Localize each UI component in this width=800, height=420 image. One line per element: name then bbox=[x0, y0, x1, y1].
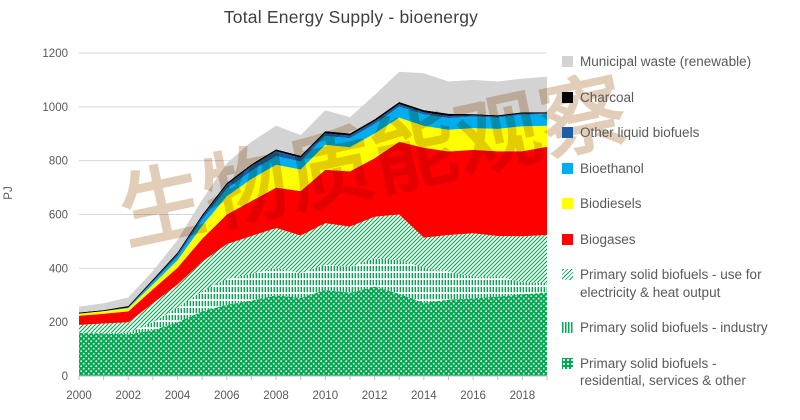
y-tick-label-1000: 1000 bbox=[42, 102, 68, 114]
legend-label: Other liquid biofuels bbox=[580, 125, 700, 140]
x-tick-label-2010: 2010 bbox=[313, 390, 339, 402]
legend-swatch-primary-solid-biofuels-use-for-electricity-heat-output bbox=[562, 269, 573, 280]
area-primary-solid-biofuels-residential-services-other bbox=[79, 286, 547, 376]
y-tick-label-600: 600 bbox=[49, 210, 68, 222]
x-tick-label-2012: 2012 bbox=[362, 390, 388, 402]
y-tick-label-200: 200 bbox=[49, 317, 68, 329]
legend-label: Municipal waste (renewable) bbox=[580, 54, 752, 69]
x-tick-label-2008: 2008 bbox=[263, 390, 289, 402]
legend-item-other-liquid-biofuels: Other liquid biofuels bbox=[562, 124, 798, 142]
x-tick-label-2016: 2016 bbox=[460, 390, 486, 402]
x-axis-tick-labels: 2000 2002 2004 2006 2008 2010 2012 2014 2016 2018 bbox=[66, 390, 535, 402]
chart-legend: Municipal waste (renewable) Charcoal Other… bbox=[562, 53, 798, 390]
area-primary-solid-biofuels-industry bbox=[79, 258, 547, 335]
area-other-liquid-biofuels bbox=[79, 104, 547, 314]
y-tick-label-0: 0 bbox=[62, 371, 68, 383]
legend-label: Charcoal bbox=[580, 89, 635, 105]
legend-item-biogases: Biogases bbox=[562, 231, 798, 249]
axes bbox=[78, 375, 548, 380]
y-tick-label-400: 400 bbox=[49, 263, 68, 275]
legend-swatch-municipal-waste-renewable bbox=[562, 56, 573, 67]
legend-swatch-biogases bbox=[562, 233, 573, 245]
legend-item-charcoal: Charcoal bbox=[562, 89, 798, 107]
legend-item-primary-solid-biofuels-industry: Primary solid biofuels - industry bbox=[562, 319, 798, 337]
y-tick-label-1200: 1200 bbox=[42, 48, 68, 60]
legend-swatch-primary-solid-biofuels-industry bbox=[562, 322, 573, 333]
legend-swatch-other-liquid-biofuels bbox=[562, 127, 573, 138]
chart-areas bbox=[79, 71, 547, 376]
x-tick-label-2006: 2006 bbox=[214, 390, 240, 402]
area-biodiesels bbox=[79, 117, 547, 316]
chart-title: Total Energy Supply - bioenergy bbox=[223, 7, 479, 27]
legend-swatch-bioethanol bbox=[562, 162, 573, 174]
legend-item-bioethanol: Bioethanol bbox=[562, 160, 798, 178]
x-tick-label-2002: 2002 bbox=[115, 390, 141, 402]
area-biogases bbox=[79, 141, 547, 325]
legend-label: Biodiesels bbox=[580, 196, 642, 211]
legend-label: Primary solid biofuels - industry bbox=[580, 320, 768, 335]
y-axis-tick-labels: 0 200 400 600 800 1000 1200 bbox=[42, 48, 68, 383]
y-axis-title: PJ bbox=[3, 186, 15, 199]
y-tick-label-800: 800 bbox=[49, 156, 68, 168]
legend-item-municipal-waste-renewable: Municipal waste (renewable) bbox=[562, 53, 798, 71]
area-charcoal bbox=[79, 102, 547, 314]
legend-swatch-biodiesels bbox=[562, 198, 573, 209]
area-primary-solid-biofuels-use-for-electricity-heat-output bbox=[79, 214, 547, 333]
legend-swatch-primary-solid-biofuels-residential-services-other bbox=[562, 357, 573, 369]
legend-label: Primary solid biofuels - residential, se… bbox=[580, 355, 746, 389]
x-tick-label-2014: 2014 bbox=[411, 390, 437, 402]
area-municipal-waste-renewable bbox=[79, 71, 547, 313]
legend-item-biodiesels: Biodiesels bbox=[562, 195, 798, 213]
x-tick-label-2018: 2018 bbox=[510, 390, 536, 402]
legend-item-primary-solid-biofuels-residential-services-other: Primary solid biofuels - residential, se… bbox=[562, 355, 798, 390]
x-tick-label-2000: 2000 bbox=[66, 390, 92, 402]
legend-item-primary-solid-biofuels-use-for-electricity-heat-output: Primary solid biofuels - use for electri… bbox=[562, 266, 798, 301]
legend-swatch-charcoal bbox=[562, 91, 573, 103]
x-tick-label-2004: 2004 bbox=[165, 390, 191, 402]
legend-label: Primary solid biofuels - use for electri… bbox=[580, 267, 762, 300]
legend-label: Bioethanol bbox=[580, 160, 644, 176]
area-bioethanol bbox=[79, 106, 547, 314]
legend-label: Biogases bbox=[580, 231, 636, 247]
